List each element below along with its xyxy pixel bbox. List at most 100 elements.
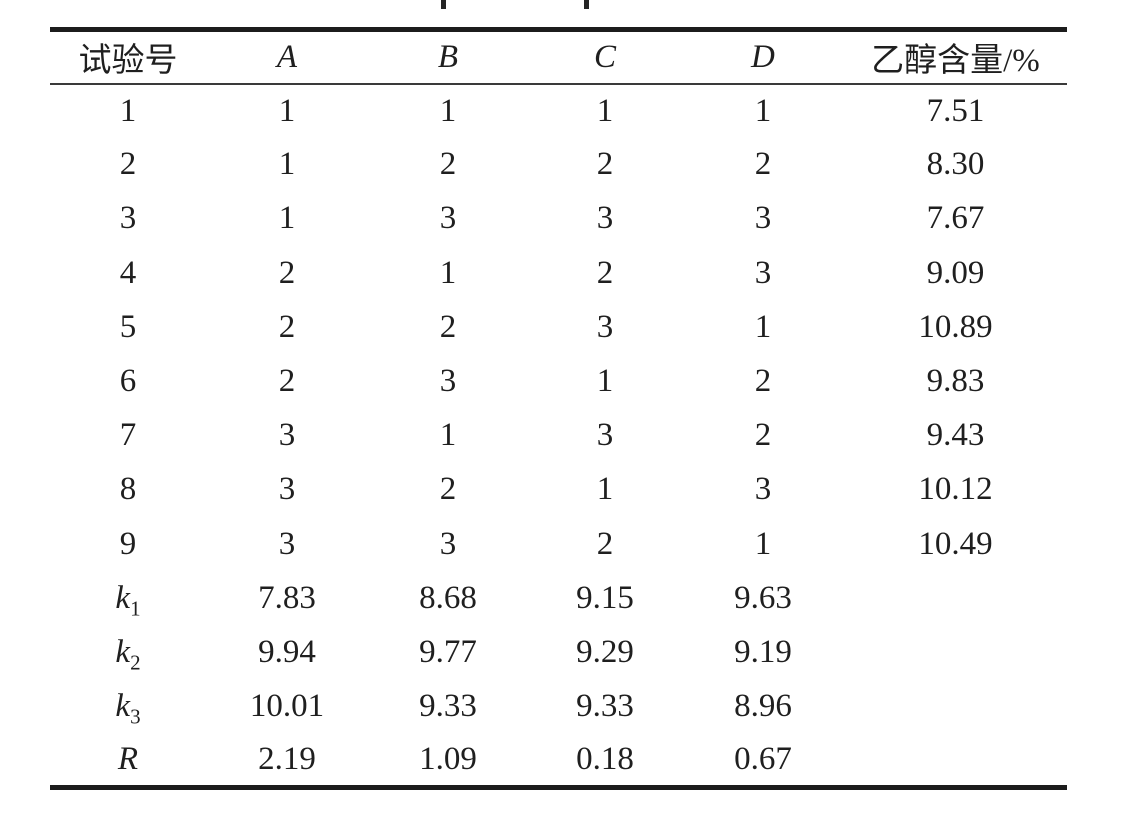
cell xyxy=(844,625,1067,679)
cell: 3 xyxy=(278,471,296,508)
table-row-range: R 2.19 1.09 0.18 0.67 xyxy=(50,734,1067,788)
cell: 7.67 xyxy=(926,200,985,237)
cell: 3 xyxy=(754,254,772,291)
cell: 9.19 xyxy=(734,633,792,670)
cell: 1 xyxy=(754,92,772,129)
row-label-text: 3 xyxy=(119,200,137,237)
cell: 10.12 xyxy=(918,471,993,508)
cell: 3 xyxy=(754,200,772,237)
cropped-title-descender-mark xyxy=(584,0,589,9)
col-header-factor-b: B xyxy=(368,29,528,85)
row-label: k2 xyxy=(50,625,206,679)
row-label: 4 xyxy=(50,246,206,300)
cell: 0.18 xyxy=(576,741,634,778)
row-label-text: R xyxy=(117,741,139,778)
cell: 2 xyxy=(596,254,614,291)
table-row: 4 2 1 2 3 9.09 xyxy=(50,246,1067,300)
cell: 10.49 xyxy=(918,525,993,562)
cell: 9.94 xyxy=(258,633,316,670)
cell: 2 xyxy=(754,146,772,183)
cell: 8.68 xyxy=(419,579,477,616)
cell: 2 xyxy=(278,308,296,345)
cell: 1.09 xyxy=(419,741,477,778)
cell: 1 xyxy=(278,146,296,183)
col-header-factor-c: C xyxy=(527,29,682,85)
cell: 2 xyxy=(439,146,457,183)
row-label-text: 7 xyxy=(119,417,137,454)
table-row: 1 1 1 1 1 7.51 xyxy=(50,84,1067,138)
cell: 2 xyxy=(596,525,614,562)
row-label: k3 xyxy=(50,680,206,734)
cell xyxy=(844,571,1067,625)
cell: 7.51 xyxy=(926,92,985,129)
row-label-text: 8 xyxy=(119,471,137,508)
cell: 2 xyxy=(278,363,296,400)
row-label-text: k xyxy=(115,633,131,670)
cell: 2 xyxy=(754,363,772,400)
cropped-title-descender-mark xyxy=(441,0,446,9)
cell: 9.33 xyxy=(419,688,477,725)
row-label-subscript: 3 xyxy=(130,704,141,729)
cell: 9.43 xyxy=(926,417,985,454)
row-label: 5 xyxy=(50,300,206,354)
row-label: 1 xyxy=(50,84,206,138)
row-label-subscript: 1 xyxy=(130,596,141,621)
col-header-factor-a: A xyxy=(206,29,368,85)
cell xyxy=(844,734,1067,788)
row-label: 2 xyxy=(50,138,206,192)
cell: 9.29 xyxy=(576,633,634,670)
cell: 3 xyxy=(439,363,457,400)
cell: 1 xyxy=(278,92,296,129)
cell: 1 xyxy=(278,200,296,237)
cell xyxy=(844,680,1067,734)
row-label: k1 xyxy=(50,571,206,625)
cell: 1 xyxy=(439,254,457,291)
col-header-factor-d: D xyxy=(681,29,844,85)
row-label: 9 xyxy=(50,517,206,571)
cell: 3 xyxy=(278,525,296,562)
cell: 1 xyxy=(754,525,772,562)
cell: 2 xyxy=(439,471,457,508)
cell: 9.83 xyxy=(926,363,985,400)
row-label-text: 6 xyxy=(119,363,137,400)
table-row: 6 2 3 1 2 9.83 xyxy=(50,354,1067,408)
cell: 9.15 xyxy=(576,579,634,616)
cell: 1 xyxy=(439,417,457,454)
header-row: 试验号 A B C D 乙醇含量/% xyxy=(50,29,1067,85)
table-row-k3: k3 10.01 9.33 9.33 8.96 xyxy=(50,680,1067,734)
row-label: 7 xyxy=(50,409,206,463)
table-row: 8 3 2 1 3 10.12 xyxy=(50,463,1067,517)
row-label-text: 9 xyxy=(119,525,137,562)
cell: 2 xyxy=(278,254,296,291)
cell: 3 xyxy=(439,200,457,237)
cell: 2 xyxy=(754,417,772,454)
table-row: 9 3 3 2 1 10.49 xyxy=(50,517,1067,571)
cell: 3 xyxy=(596,417,614,454)
row-label: R xyxy=(50,734,206,788)
row-label-text: 2 xyxy=(119,146,137,183)
cell: 1 xyxy=(596,92,614,129)
table-row-k2: k2 9.94 9.77 9.29 9.19 xyxy=(50,625,1067,679)
row-label-subscript: 2 xyxy=(130,650,141,675)
cell: 10.01 xyxy=(249,688,325,725)
cell: 9.09 xyxy=(926,254,985,291)
row-label-text: k xyxy=(115,688,131,725)
row-label-text: 4 xyxy=(119,254,137,291)
table-row: 2 1 2 2 2 8.30 xyxy=(50,138,1067,192)
table-row: 7 3 1 3 2 9.43 xyxy=(50,409,1067,463)
cell: 9.77 xyxy=(419,633,477,670)
col-header-ethanol-content: 乙醇含量/% xyxy=(843,29,1067,85)
cell: 8.30 xyxy=(926,146,985,183)
row-label-text: k xyxy=(115,579,131,616)
table-header: 试验号 A B C D 乙醇含量/% xyxy=(50,29,1067,85)
cell: 7.83 xyxy=(258,579,316,616)
table-row-k1: k1 7.83 8.68 9.15 9.63 xyxy=(50,571,1067,625)
row-label: 3 xyxy=(50,192,206,246)
cell: 8.96 xyxy=(734,688,792,725)
cell: 1 xyxy=(596,471,614,508)
table-row: 5 2 2 3 1 10.89 xyxy=(50,300,1067,354)
row-label: 6 xyxy=(50,354,206,408)
cell: 2 xyxy=(596,146,614,183)
row-label-text: 1 xyxy=(119,92,137,129)
